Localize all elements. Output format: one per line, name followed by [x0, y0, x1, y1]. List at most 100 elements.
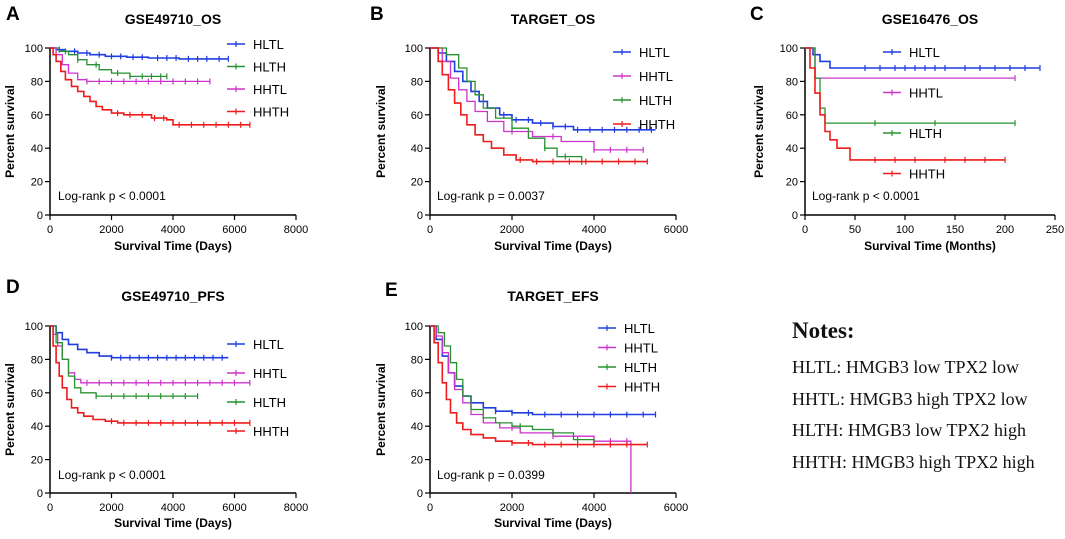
km-curve-hhtl: [50, 47, 210, 83]
x-tick-label: 2000: [500, 502, 524, 514]
series-hlth: [430, 47, 583, 165]
legend-label: HHTH: [253, 105, 289, 120]
km-curve-hltl: [50, 47, 229, 60]
x-tick-label: 0: [802, 224, 808, 236]
x-tick-label: 0: [427, 224, 433, 236]
x-axis-label: Survival Time (Months): [864, 239, 996, 253]
y-tick-label: 60: [411, 110, 423, 122]
y-tick-label: 40: [411, 421, 423, 433]
log-rank-annotation: Log-rank p = 0.0399: [437, 468, 545, 482]
series-hhth: [805, 47, 1006, 163]
x-axis-label: Survival Time (Days): [114, 516, 232, 530]
x-tick-label: 8000: [284, 502, 308, 514]
y-tick-label: 60: [411, 388, 423, 400]
y-tick-label: 100: [405, 43, 423, 55]
km-curve-hhth: [430, 325, 648, 446]
panel-c: C GSE16476_OS 0 20 40 60 80 100 0 50 100 150 200 250 S…: [750, 4, 1064, 253]
x-tick-label: 4000: [582, 502, 606, 514]
y-tick-label: 100: [780, 43, 798, 55]
series-hhtl: [430, 47, 644, 153]
y-tick-label: 0: [417, 488, 423, 500]
legend-item-hltl: HLTL: [227, 337, 284, 352]
x-tick-label: 6000: [664, 224, 688, 236]
km-curve-hhth: [50, 47, 250, 126]
y-tick-label: 100: [405, 321, 423, 333]
x-axis-label: Survival Time (Days): [494, 239, 612, 253]
legend-label: HHTL: [909, 86, 943, 101]
y-tick-label: 20: [411, 177, 423, 189]
legend-label: HHTL: [624, 341, 658, 356]
y-tick-label: 80: [31, 354, 43, 366]
legend-item-hlth: HLTH: [883, 126, 942, 141]
km-curve-hhth: [430, 47, 648, 163]
panel-a: A GSE49710_OS 0 20 40 60 80 100 0 2000 4000 6000 800…: [3, 4, 308, 253]
panel-d: D GSE49710_PFS 0 20 40 60 80 100 0 2000 4000 6000 80…: [3, 277, 308, 530]
y-tick-label: 0: [37, 210, 43, 222]
y-axis-label: Percent survival: [752, 85, 766, 178]
y-tick-label: 0: [37, 488, 43, 500]
legend-label: HLTL: [624, 321, 655, 336]
x-tick-label: 4000: [161, 502, 185, 514]
legend-label: HLTL: [639, 45, 670, 60]
series-hltl: [50, 325, 229, 361]
x-tick-label: 8000: [284, 224, 308, 236]
series-hhth: [50, 47, 251, 128]
y-tick-label: 0: [417, 210, 423, 222]
km-curve-hlth: [50, 47, 167, 78]
x-axis-label: Survival Time (Days): [114, 239, 232, 253]
series-hhth: [430, 47, 648, 165]
series-hhth: [430, 325, 648, 448]
y-tick-label: 40: [31, 143, 43, 155]
legend-label: HLTL: [253, 37, 284, 52]
series-hhtl: [50, 325, 251, 386]
chart-title: TARGET_EFS: [507, 288, 599, 304]
chart-title: TARGET_OS: [511, 11, 596, 27]
y-tick-label: 40: [786, 143, 798, 155]
chart-title: GSE49710_PFS: [121, 288, 225, 304]
notes-line-hlth: HLTH: HMGB3 low TPX2 high: [792, 420, 1027, 440]
legend-item-hlth: HLTH: [598, 360, 657, 375]
x-tick-label: 0: [47, 502, 53, 514]
legend-label: HHTH: [909, 167, 945, 182]
y-tick-label: 40: [411, 143, 423, 155]
legend-item-hhtl: HHTL: [227, 366, 287, 381]
series-hlth: [430, 325, 595, 445]
legend-item-hhtl: HHTL: [598, 341, 658, 356]
legend-label: HHTH: [639, 117, 675, 132]
x-tick-label: 6000: [222, 224, 246, 236]
y-tick-label: 100: [25, 43, 43, 55]
y-axis-label: Percent survival: [374, 363, 388, 456]
panel-letter: C: [750, 4, 764, 25]
legend-item-hhth: HHTH: [883, 167, 945, 182]
x-tick-label: 6000: [222, 502, 246, 514]
km-curve-hhth: [805, 47, 1005, 161]
legend-item-hltl: HLTL: [598, 321, 655, 336]
notes-box: Notes: HLTL: HMGB3 low TPX2 low HHTL: HM…: [792, 318, 1062, 478]
series-hhth: [50, 325, 251, 426]
legend-item-hhth: HHTH: [227, 105, 289, 120]
panel-e: E TARGET_EFS 0 20 40 60 80 100 0 2000 4000 6000 Surv…: [374, 280, 688, 530]
legend-label: HLTL: [253, 337, 284, 352]
y-tick-label: 60: [786, 110, 798, 122]
legend-item-hltl: HLTL: [227, 37, 284, 52]
y-tick-label: 100: [25, 321, 43, 333]
log-rank-annotation: Log-rank p < 0.0001: [58, 468, 166, 482]
km-curve-hhtl: [50, 325, 250, 384]
km-curve-hltl: [50, 325, 229, 359]
x-tick-label: 6000: [664, 502, 688, 514]
y-tick-label: 20: [411, 455, 423, 467]
legend-item-hlth: HLTH: [227, 395, 286, 410]
series-hltl: [430, 325, 657, 418]
km-curve-hhtl: [430, 325, 632, 493]
y-axis-label: Percent survival: [3, 363, 17, 456]
km-curve-hhtl: [430, 47, 644, 151]
y-tick-label: 80: [411, 76, 423, 88]
panel-letter: D: [6, 277, 20, 298]
legend-item-hltl: HLTL: [613, 45, 670, 60]
km-curve-hhth: [50, 325, 250, 424]
x-tick-label: 150: [946, 224, 964, 236]
y-tick-label: 80: [786, 76, 798, 88]
x-tick-label: 50: [849, 224, 861, 236]
x-tick-label: 2000: [99, 224, 123, 236]
